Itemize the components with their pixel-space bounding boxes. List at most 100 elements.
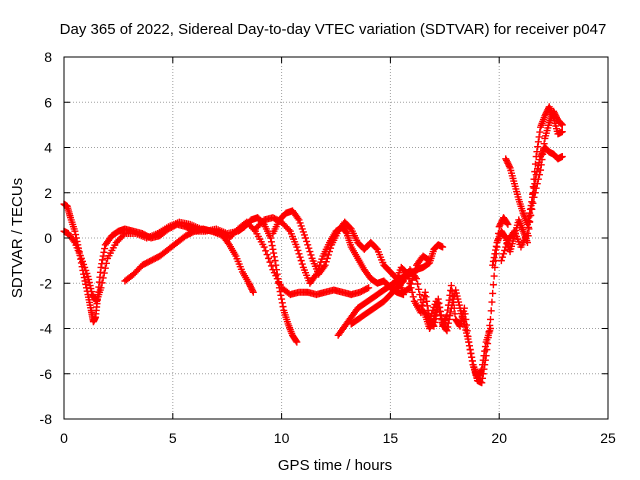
data-point-interp bbox=[80, 274, 88, 282]
data-point-interp bbox=[492, 242, 500, 250]
data-point-interp bbox=[434, 298, 442, 306]
series-track-5 bbox=[269, 207, 434, 296]
data-point-interp bbox=[405, 275, 413, 283]
data-point-interp bbox=[437, 312, 445, 320]
data-point bbox=[413, 275, 421, 283]
data-point-interp bbox=[418, 305, 426, 313]
data-point bbox=[293, 338, 301, 346]
x-tick-label: 15 bbox=[383, 430, 399, 446]
data-point-interp bbox=[500, 250, 508, 258]
data-point bbox=[71, 227, 79, 235]
data-point bbox=[97, 284, 105, 292]
data-point bbox=[443, 327, 451, 335]
data-point-interp bbox=[498, 253, 506, 261]
data-point-interp bbox=[266, 258, 274, 266]
data-point-interp bbox=[438, 316, 446, 324]
data-point bbox=[504, 220, 512, 228]
data-point bbox=[302, 234, 310, 242]
data-point-interp bbox=[70, 237, 78, 245]
data-point-interp bbox=[294, 246, 302, 254]
data-point-interp bbox=[489, 257, 497, 265]
data-point-interp bbox=[307, 251, 315, 259]
data-point-interp bbox=[285, 226, 293, 234]
data-point-interp bbox=[436, 308, 444, 316]
data-point-interp bbox=[468, 357, 476, 365]
data-point-interp bbox=[98, 256, 106, 264]
data-point-interp bbox=[477, 367, 485, 375]
y-tick-label: -2 bbox=[40, 275, 53, 291]
data-point-interp bbox=[98, 279, 106, 287]
data-point bbox=[439, 243, 447, 251]
data-point-interp bbox=[297, 257, 305, 265]
y-tick-label: 0 bbox=[44, 230, 52, 246]
data-point-interp bbox=[292, 337, 300, 345]
data-point-interp bbox=[278, 299, 286, 307]
axes: 0 5 10 15 20 25 -8 -6 -4 -2 0 2 4 6 8 bbox=[40, 49, 616, 446]
data-point-interp bbox=[305, 244, 313, 252]
data-point-interp bbox=[436, 303, 444, 311]
data-point-interp bbox=[533, 180, 541, 188]
data-point-interp bbox=[490, 272, 498, 280]
series-track-3 bbox=[121, 218, 373, 299]
data-point-interp bbox=[528, 205, 536, 213]
data-point-interp bbox=[466, 346, 474, 354]
y-tick-label: -8 bbox=[40, 411, 53, 427]
data-point bbox=[321, 261, 329, 269]
data-point-interp bbox=[479, 361, 487, 369]
data-point bbox=[558, 121, 566, 129]
data-point bbox=[465, 338, 473, 346]
data-point-interp bbox=[296, 253, 304, 261]
data-point bbox=[530, 193, 538, 201]
data-point-interp bbox=[534, 143, 542, 151]
data-point-interp bbox=[422, 293, 430, 301]
data-point-interp bbox=[447, 308, 455, 316]
data-point bbox=[80, 270, 88, 278]
data-point-interp bbox=[101, 245, 109, 253]
data-point-interp bbox=[416, 291, 424, 299]
data-point-interp bbox=[490, 254, 498, 262]
data-point-interp bbox=[323, 254, 331, 262]
data-point-interp bbox=[270, 253, 278, 261]
data-point-interp bbox=[505, 162, 513, 170]
data-point-interp bbox=[558, 120, 566, 128]
series-track-12 bbox=[497, 107, 566, 265]
data-point-interp bbox=[429, 317, 437, 325]
data-point bbox=[434, 295, 442, 303]
data-point bbox=[267, 234, 275, 242]
data-point-interp bbox=[435, 299, 443, 307]
data-point-interp bbox=[325, 248, 333, 256]
data-point-interp bbox=[269, 245, 277, 253]
y-tick-label: -4 bbox=[40, 321, 53, 337]
data-point-interp bbox=[492, 246, 500, 254]
data-point-interp bbox=[540, 140, 548, 148]
data-point bbox=[260, 243, 268, 251]
data-point-interp bbox=[491, 250, 499, 258]
data-point-interp bbox=[294, 214, 302, 222]
data-point-interp bbox=[557, 119, 565, 127]
data-point-interp bbox=[444, 319, 452, 327]
data-point-interp bbox=[525, 223, 533, 231]
data-point bbox=[558, 128, 566, 136]
data-point bbox=[558, 153, 566, 161]
series-track-2 bbox=[60, 218, 257, 305]
data-point-interp bbox=[267, 262, 275, 270]
data-point-interp bbox=[489, 289, 497, 297]
data-point-interp bbox=[481, 347, 489, 355]
data-point bbox=[271, 257, 279, 265]
data-point-interp bbox=[481, 343, 489, 351]
data-point-interp bbox=[322, 258, 330, 266]
data-point-interp bbox=[119, 231, 127, 239]
x-tick-label: 20 bbox=[491, 430, 507, 446]
data-point bbox=[293, 243, 301, 251]
y-tick-label: -6 bbox=[40, 366, 53, 382]
data-point-interp bbox=[446, 312, 454, 320]
data-point bbox=[528, 198, 536, 206]
data-point-interp bbox=[100, 269, 108, 277]
data-point bbox=[97, 263, 105, 271]
data-point-interp bbox=[503, 219, 511, 227]
data-point-interp bbox=[419, 298, 427, 306]
data-point bbox=[486, 315, 494, 323]
data-point-interp bbox=[489, 281, 497, 289]
data-point bbox=[537, 166, 545, 174]
